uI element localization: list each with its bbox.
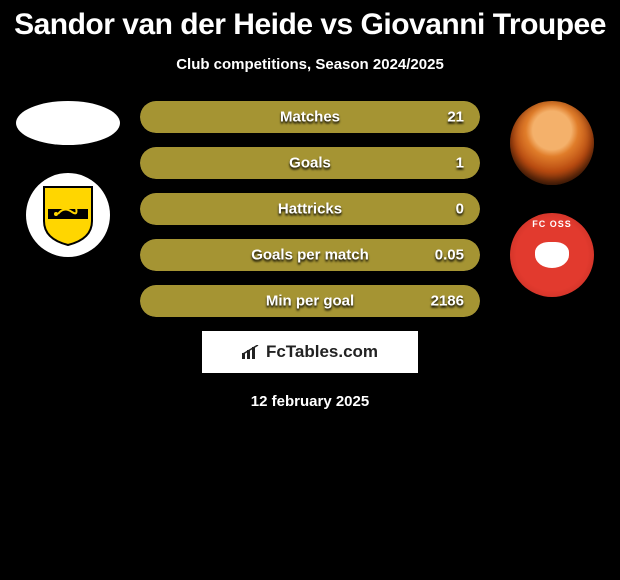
left-player-portrait <box>16 101 120 145</box>
bull-icon <box>535 242 569 268</box>
stat-value-right: 1 <box>456 155 464 172</box>
stat-bar: Min per goal 2186 <box>140 285 480 317</box>
right-club-text: FC OSS <box>510 219 594 229</box>
stat-label: Matches <box>280 109 340 126</box>
left-player-column <box>8 101 128 257</box>
stat-label: Hattricks <box>278 201 342 218</box>
page-subtitle: Club competitions, Season 2024/2025 <box>0 56 620 73</box>
right-club-logo: FC OSS <box>510 213 594 297</box>
stat-value-right: 21 <box>447 109 464 126</box>
stat-bar: Goals 1 <box>140 147 480 179</box>
stat-label: Min per goal <box>266 293 354 310</box>
right-player-column: FC OSS <box>492 101 612 297</box>
stat-value-right: 0 <box>456 201 464 218</box>
stat-label: Goals <box>289 155 331 172</box>
attribution-badge: FcTables.com <box>202 331 418 373</box>
left-club-logo <box>26 173 110 257</box>
comparison-panel: FC OSS Matches 21 Goals 1 Hattricks 0 Goals pe… <box>0 101 620 317</box>
stat-bar: Hattricks 0 <box>140 193 480 225</box>
stat-bar: Goals per match 0.05 <box>140 239 480 271</box>
date-text: 12 february 2025 <box>0 393 620 410</box>
attribution-text: FcTables.com <box>266 342 378 362</box>
stat-value-right: 0.05 <box>435 247 464 264</box>
stat-label: Goals per match <box>251 247 369 264</box>
cambuur-shield-icon <box>34 181 102 249</box>
stat-bars: Matches 21 Goals 1 Hattricks 0 Goals per match… <box>140 101 480 317</box>
stat-bar: Matches 21 <box>140 101 480 133</box>
chart-icon <box>242 345 260 359</box>
right-player-portrait <box>510 101 594 185</box>
stat-value-right: 2186 <box>431 293 464 310</box>
page-title: Sandor van der Heide vs Giovanni Troupee <box>0 0 620 42</box>
